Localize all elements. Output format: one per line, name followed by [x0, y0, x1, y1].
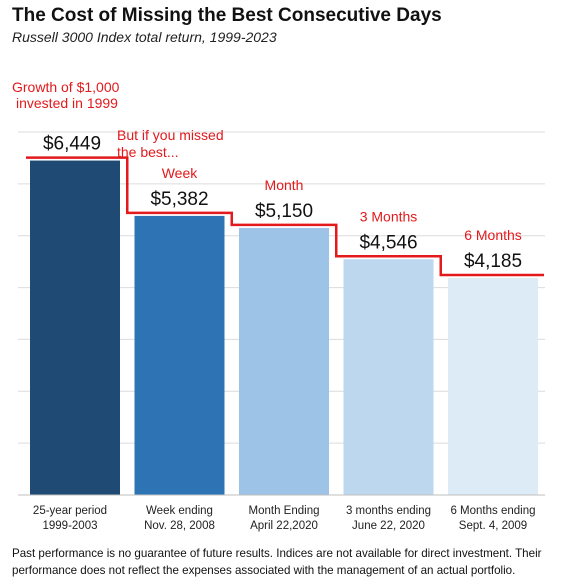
tick-label: Week ending [146, 505, 213, 517]
missed-annotation: But if you missed [117, 127, 224, 143]
tick-label: Sept. 4, 2009 [459, 520, 527, 532]
tick-label: 3 months ending [346, 505, 431, 517]
data-label: $5,382 [150, 189, 208, 210]
data-label: $4,546 [359, 232, 417, 253]
step-line [26, 156, 544, 277]
footnote: Past performance is no guarantee of futu… [12, 547, 542, 577]
tick-label: Month Ending [249, 505, 320, 517]
bar [134, 215, 225, 496]
tick-label: April 22,2020 [250, 520, 318, 532]
chart-title: The Cost of Missing the Best Consecutive… [12, 5, 442, 26]
bar [239, 227, 329, 495]
period-label: 3 Months [360, 208, 418, 224]
missed-annotation: the best... [117, 144, 178, 160]
data-label: $4,185 [464, 251, 522, 272]
growth-annotation: Growth of $1,000 [12, 79, 120, 95]
period-label: Week [162, 165, 199, 181]
bar [30, 160, 120, 495]
tick-label: Nov. 28, 2008 [144, 520, 215, 532]
chart-subtitle: Russell 3000 Index total return, 1999-20… [12, 29, 277, 45]
bar [343, 259, 434, 495]
period-label: 6 Months [464, 227, 522, 243]
tick-label: 1999-2003 [43, 520, 98, 532]
tick-label: 6 Months ending [450, 505, 535, 517]
tick-label: June 22, 2020 [352, 520, 425, 532]
tick-label: 25-year period [33, 505, 107, 517]
period-label: Month [265, 177, 304, 193]
data-label: $5,150 [255, 201, 313, 222]
data-label: $6,449 [43, 134, 101, 155]
growth-annotation: invested in 1999 [16, 95, 118, 111]
bar-chart: $6,449 $5,382 $5,150 $4,546 $4,185 Week Month 3… [12, 79, 545, 532]
bar [448, 277, 538, 495]
